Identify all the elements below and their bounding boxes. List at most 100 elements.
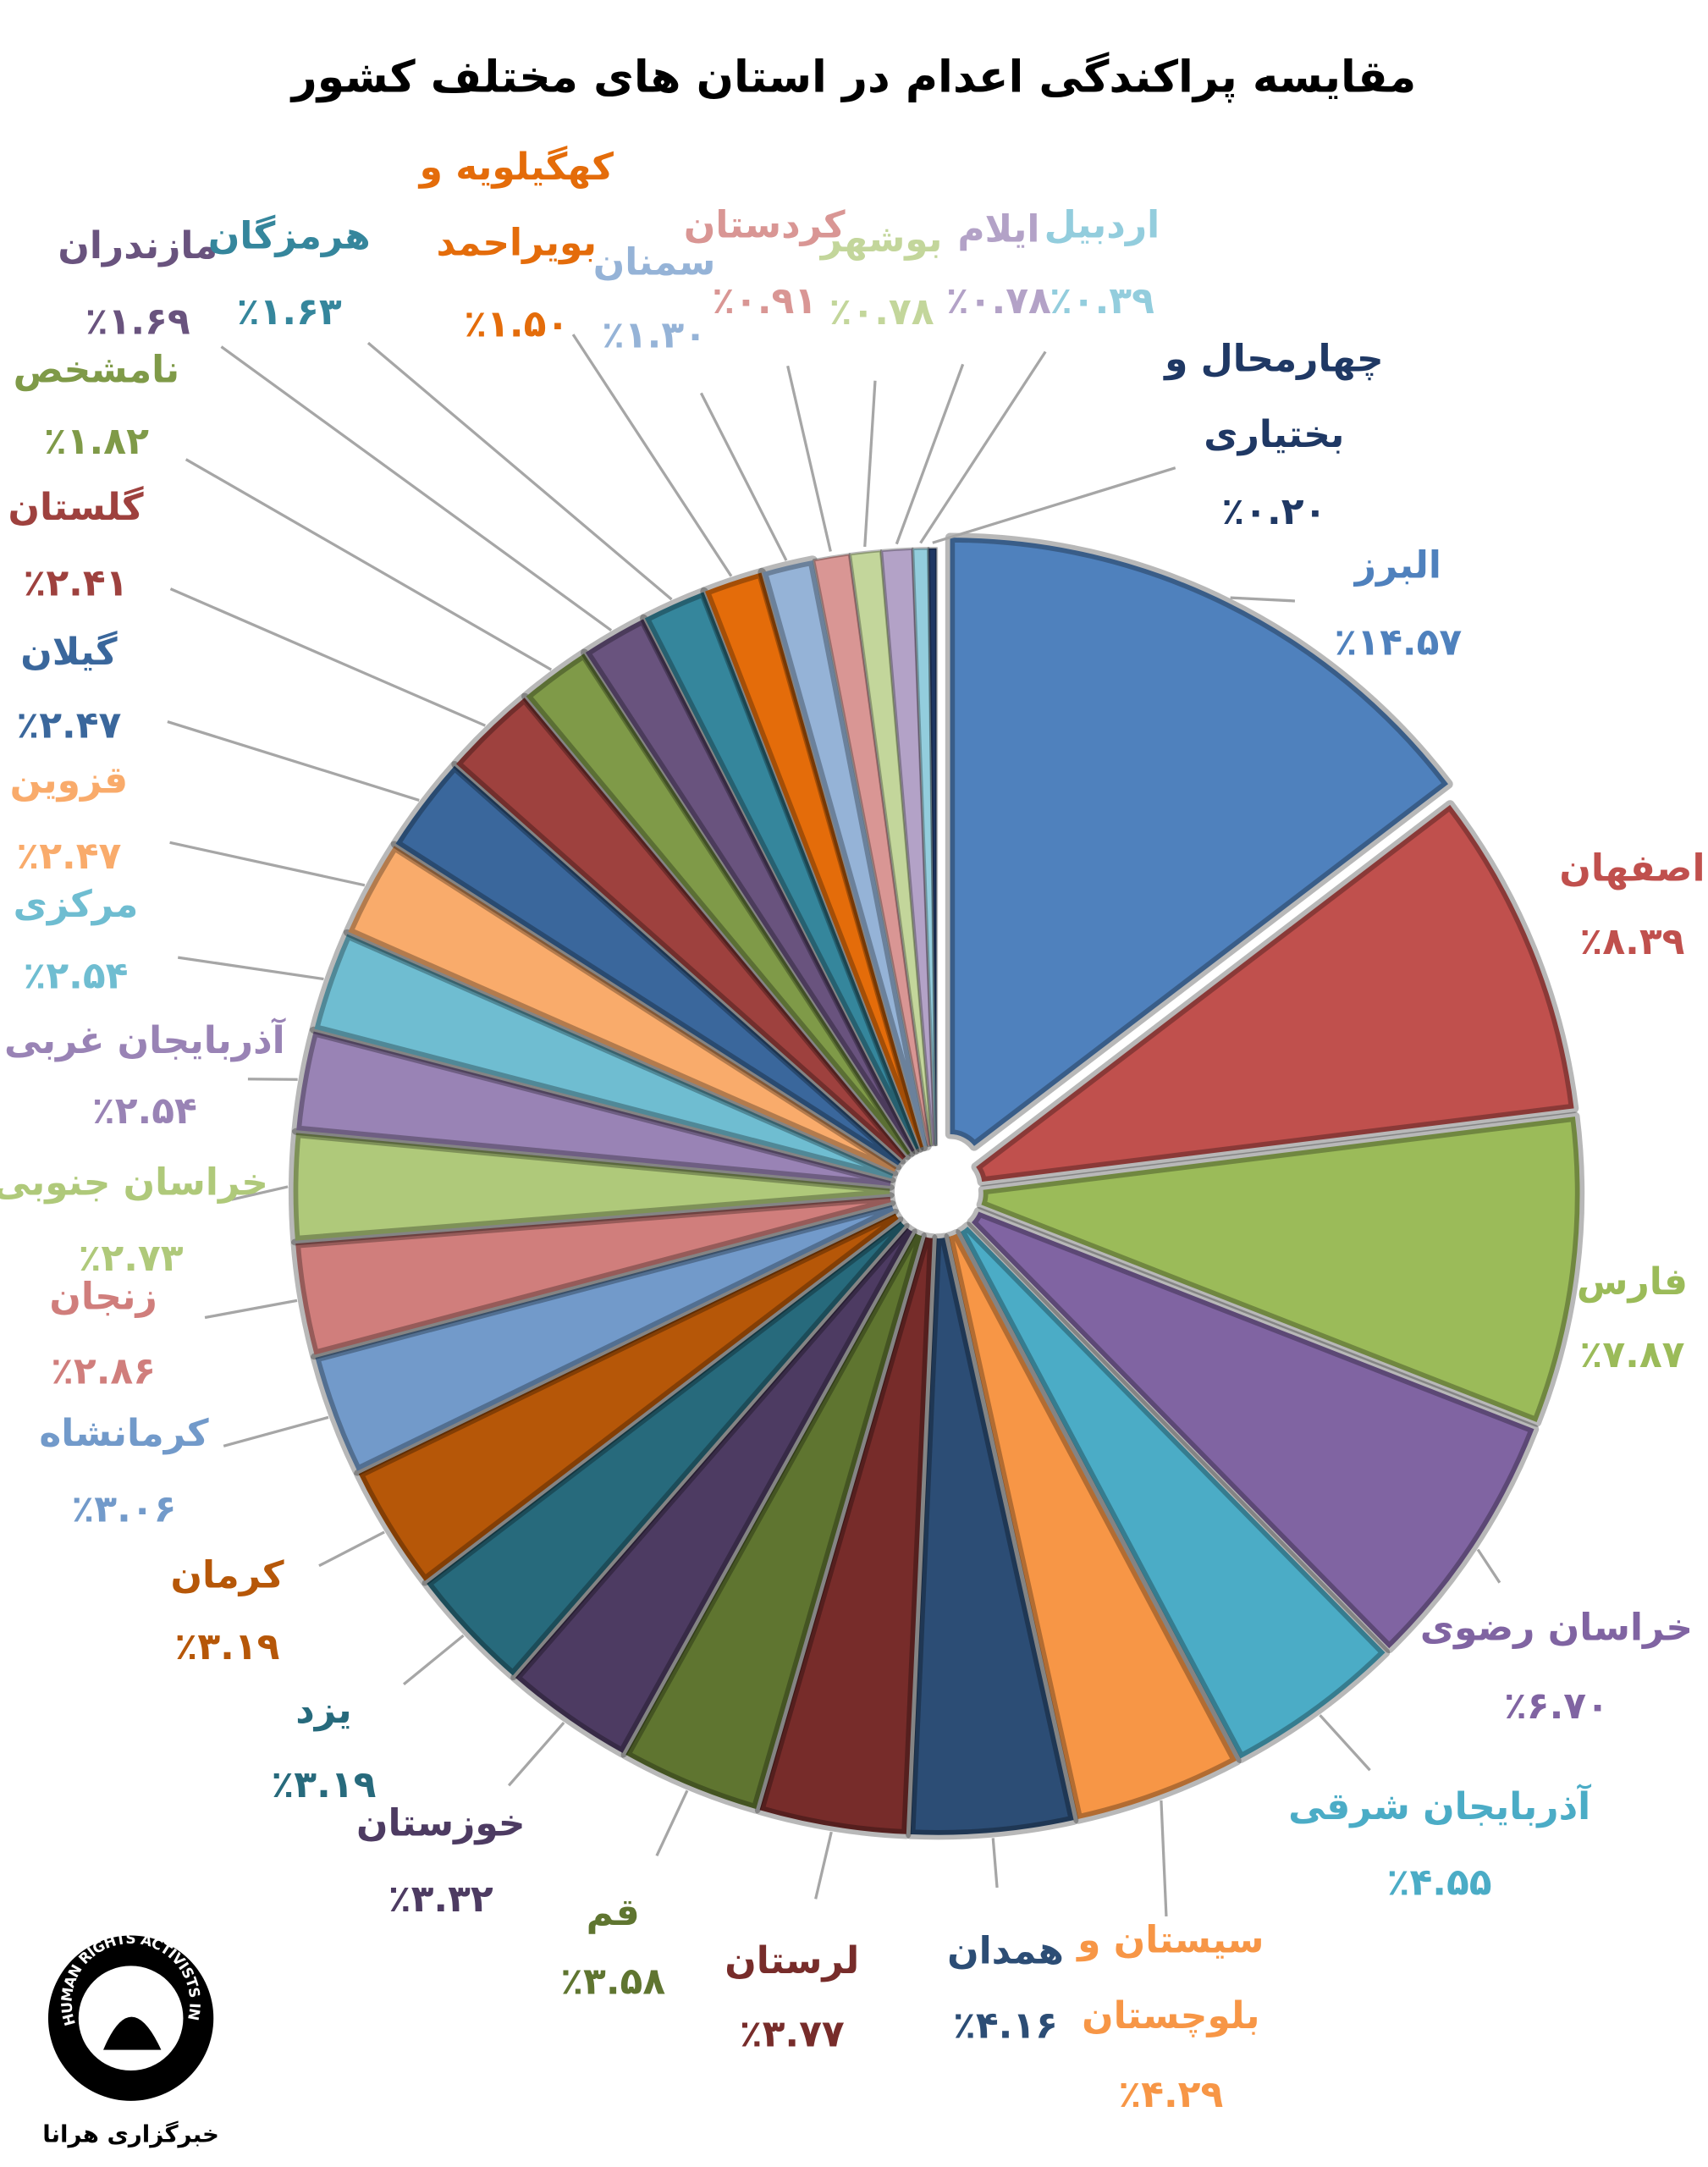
slice (521, 648, 916, 1161)
value-label: ٪۳.۷۷ (740, 2012, 845, 2055)
slice (288, 1128, 895, 1246)
slice-label: آذربایجان غربی (4, 1017, 286, 1062)
slice (309, 929, 899, 1184)
slice (343, 841, 901, 1177)
logo-icon (103, 2016, 162, 2050)
slice-label: لرستان (725, 1939, 859, 1982)
leader-line (185, 458, 553, 671)
value-label: ٪۷.۸۷ (1580, 1333, 1685, 1376)
leader-line (169, 841, 366, 887)
slice-label: بلوچستان (1082, 1994, 1259, 2037)
slice-label: یزد (295, 1689, 351, 1732)
value-label: ٪۳.۰۶ (71, 1487, 176, 1530)
slice (976, 1111, 1585, 1427)
slice (905, 1232, 1079, 1840)
value-label: ٪۰.۲۰ (1221, 490, 1326, 533)
slice (510, 1223, 917, 1758)
value-label: ٪۲.۴۱ (24, 562, 129, 605)
leader-line (231, 1185, 289, 1201)
leader-line (402, 1634, 465, 1685)
slice (945, 532, 1453, 1151)
slice (956, 1221, 1391, 1764)
value-label: ٪۳.۱۹ (271, 1763, 376, 1806)
value-label: ٪۱.۶۹ (85, 300, 190, 343)
value-label: ٪۰.۷۸ (829, 290, 934, 334)
slice-label: گیلان (20, 631, 118, 674)
value-label: ٪۴.۲۹ (1118, 2073, 1223, 2116)
pie-hole (906, 1161, 967, 1222)
leader-line (178, 956, 324, 981)
leader-line (932, 466, 1176, 544)
slice-label: کرمانشاه (39, 1412, 209, 1455)
slice (354, 1208, 904, 1586)
leader-line (204, 1299, 298, 1320)
slice-label: چهارمحال و (1163, 337, 1384, 380)
value-label: ٪۸.۳۹ (1580, 920, 1685, 963)
leader-line (863, 380, 877, 548)
slice-label: البرز (1353, 544, 1441, 587)
leader-line (699, 392, 788, 561)
leader-line (167, 720, 420, 802)
leader-line (814, 1831, 833, 1900)
chart-title: مقایسه پراکندگی اعدام در استان های مختلف… (289, 51, 1417, 102)
value-label: ٪۲.۸۶ (51, 1350, 156, 1393)
value-label: ٪۳.۵۸ (560, 1960, 665, 2004)
slice-label: بوشهر (819, 218, 943, 261)
slice (758, 555, 932, 1151)
slice (700, 567, 928, 1153)
value-label: ٪۱.۵۰ (464, 303, 569, 346)
slice (421, 1216, 910, 1681)
leader-line (169, 587, 486, 727)
leader-line (366, 341, 673, 601)
value-label: ٪۰.۹۱ (712, 279, 817, 323)
slice (879, 547, 936, 1147)
value-label: ٪۴.۱۶ (953, 2004, 1058, 2048)
leader-line (1160, 1800, 1168, 1916)
leader-line (1319, 1714, 1371, 1772)
slice-label: همدان (947, 1930, 1064, 1973)
slice (967, 1206, 1540, 1653)
slice (581, 614, 920, 1157)
leader-lines (167, 334, 1501, 1916)
slice (754, 1232, 938, 1839)
slice (310, 1200, 899, 1476)
slice-label: کهگیلویه و (418, 146, 614, 189)
value-label: ٪۰.۷۸ (946, 279, 1051, 323)
slice-label: گلستان (8, 486, 144, 529)
value-label: ٪۲.۴۷ (16, 703, 121, 747)
leader-line (1230, 596, 1296, 603)
leader-line (318, 1530, 385, 1568)
slice-label: خراسان جنوبی (0, 1161, 268, 1205)
slice-label: خراسان رضوی (1420, 1606, 1693, 1649)
slice (812, 553, 932, 1147)
slice (911, 547, 938, 1147)
leader-line (895, 363, 965, 545)
slice-label: هرمزگان (208, 215, 371, 258)
slice (927, 547, 939, 1147)
slice-label: اصفهان (1559, 847, 1705, 891)
value-label: ٪۲.۵۴ (92, 1089, 197, 1133)
slice (390, 761, 906, 1171)
slice-label: ایلام (957, 207, 1039, 251)
slice (290, 1192, 896, 1360)
slice-label: آذربایجان شرقی (1288, 1784, 1591, 1828)
leader-line (247, 1078, 298, 1081)
value-label: ٪۲.۷۳ (79, 1237, 184, 1280)
slice (291, 1026, 896, 1191)
slice (944, 1228, 1242, 1824)
slice-label: زنجان (49, 1276, 157, 1319)
leader-line (786, 365, 832, 552)
slice-label: بختیاری (1204, 413, 1344, 456)
slice-label: کردستان (684, 204, 846, 247)
leader-line (507, 1721, 565, 1787)
value-label: ٪۱.۶۳ (237, 290, 342, 334)
leader-line (1476, 1548, 1501, 1584)
value-label: ٪۰.۳۹ (1050, 279, 1154, 323)
leader-line (223, 1415, 329, 1447)
slice (971, 800, 1579, 1187)
slice (640, 587, 924, 1155)
slices (288, 532, 1585, 1840)
slice-label: مازندران (58, 224, 218, 267)
